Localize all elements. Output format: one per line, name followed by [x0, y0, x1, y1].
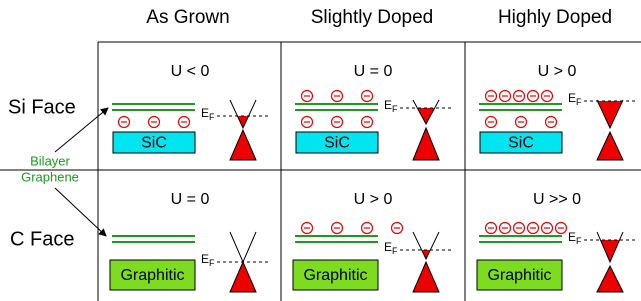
- electron: [556, 223, 567, 234]
- fermi-main: E: [201, 106, 209, 120]
- annotation: Bilayer: [30, 153, 70, 168]
- electron: [486, 223, 497, 234]
- fermi-sub: F: [209, 258, 215, 268]
- electron: [332, 91, 343, 102]
- diagram: As Grown Slightly Doped Highly Doped Si …: [0, 0, 641, 301]
- fermi-main: E: [568, 91, 576, 105]
- electron: [542, 223, 553, 234]
- fermi-label: EF: [568, 230, 582, 246]
- filled-states: [600, 240, 619, 262]
- substrate-label: Graphitic: [487, 267, 551, 284]
- fermi-main: E: [384, 98, 392, 112]
- fermi-label: EF: [201, 106, 215, 122]
- substrate-label: Graphitic: [120, 267, 184, 284]
- electron: [302, 223, 313, 234]
- lower-cone: [413, 128, 439, 160]
- fermi-label: EF: [201, 252, 215, 268]
- lower-cone: [413, 262, 439, 292]
- substrate-label: SiC: [141, 135, 167, 152]
- filled-states: [417, 108, 434, 124]
- electron: [179, 117, 190, 128]
- fermi-label: EF: [384, 240, 398, 256]
- electron: [119, 117, 130, 128]
- row-label: C Face: [10, 228, 74, 250]
- fermi-label: EF: [568, 91, 582, 107]
- u-label: U < 0: [171, 63, 210, 80]
- electron: [486, 91, 497, 102]
- fermi-main: E: [201, 252, 209, 266]
- fermi-main: E: [384, 240, 392, 254]
- page: As Grown Slightly Doped Highly Doped Si …: [0, 0, 641, 301]
- lower-cone: [230, 130, 256, 160]
- electron: [500, 223, 511, 234]
- filled-states: [597, 101, 622, 128]
- upper-cone: [230, 232, 256, 262]
- electron: [332, 117, 343, 128]
- fermi-sub: F: [576, 236, 582, 246]
- electron: [362, 91, 373, 102]
- column-header: Highly Doped: [498, 7, 612, 28]
- lower-cone: [230, 262, 256, 292]
- column-header: As Grown: [146, 7, 229, 28]
- filled-states: [237, 116, 248, 128]
- fermi-sub: F: [392, 104, 398, 114]
- lower-cone: [597, 266, 623, 292]
- u-label: U > 0: [354, 191, 393, 208]
- row-label: Si Face: [8, 96, 76, 118]
- electron: [302, 117, 313, 128]
- electron: [302, 91, 313, 102]
- electron: [514, 223, 525, 234]
- electron: [362, 117, 373, 128]
- electron: [392, 223, 403, 234]
- electron: [500, 91, 511, 102]
- substrate-label: Graphitic: [303, 267, 367, 284]
- substrate-label: SiC: [508, 135, 534, 152]
- annotation: Graphene: [21, 169, 79, 184]
- u-label: U > 0: [538, 63, 577, 80]
- fermi-label: EF: [384, 98, 398, 114]
- fermi-main: E: [568, 230, 576, 244]
- u-label: U = 0: [354, 63, 393, 80]
- fermi-sub: F: [576, 97, 582, 107]
- electron: [528, 91, 539, 102]
- electron: [149, 117, 160, 128]
- u-label: U = 0: [171, 191, 210, 208]
- lower-cone: [597, 132, 623, 160]
- electron: [362, 223, 373, 234]
- electron: [546, 117, 557, 128]
- fermi-sub: F: [209, 112, 215, 122]
- u-label: U >> 0: [533, 191, 581, 208]
- electron: [486, 117, 497, 128]
- fermi-sub: F: [392, 246, 398, 256]
- electron: [528, 223, 539, 234]
- electron: [332, 223, 343, 234]
- filled-states: [422, 250, 431, 259]
- column-header: Slightly Doped: [311, 7, 434, 28]
- electron: [514, 91, 525, 102]
- electron: [542, 91, 553, 102]
- electron: [516, 117, 527, 128]
- substrate-label: SiC: [324, 135, 350, 152]
